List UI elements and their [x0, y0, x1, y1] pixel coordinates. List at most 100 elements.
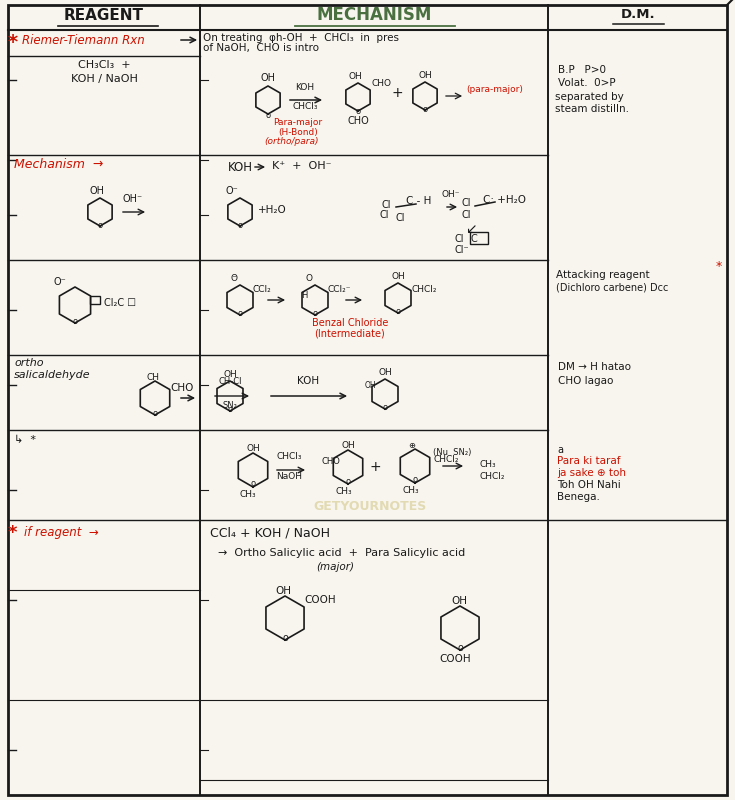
Text: →  Ortho Salicylic acid  +  Para Salicylic acid: → Ortho Salicylic acid + Para Salicylic …: [218, 548, 465, 558]
Text: CHO: CHO: [347, 116, 369, 126]
Text: o: o: [98, 222, 103, 230]
Text: a: a: [557, 445, 563, 455]
Text: o: o: [237, 309, 243, 318]
Text: OH⁻: OH⁻: [123, 194, 143, 204]
Text: CH₃: CH₃: [480, 460, 497, 469]
Text: (H-Bond): (H-Bond): [278, 128, 318, 137]
Text: CH₃Cl₃  +: CH₃Cl₃ +: [78, 60, 130, 70]
Text: (Nu  SN₂): (Nu SN₂): [433, 448, 471, 457]
Text: KOH / NaOH: KOH / NaOH: [71, 74, 137, 84]
Text: CH-Cl: CH-Cl: [218, 377, 242, 386]
Text: Cl: Cl: [382, 200, 392, 210]
Text: (major): (major): [316, 562, 354, 572]
Text: o: o: [382, 402, 387, 411]
Text: O: O: [306, 274, 312, 283]
Text: C̄Cl₂: C̄Cl₂: [253, 285, 272, 294]
Text: of NaOH,  CHO is intro: of NaOH, CHO is intro: [203, 43, 319, 53]
Text: OH: OH: [451, 596, 467, 606]
Text: o: o: [423, 106, 428, 114]
Text: Para-major: Para-major: [273, 118, 323, 127]
Text: CHO: CHO: [170, 383, 193, 393]
Text: separated by: separated by: [555, 92, 624, 102]
Text: O: O: [231, 274, 237, 283]
Text: MECHANISM: MECHANISM: [316, 6, 431, 24]
Text: C - H: C - H: [406, 196, 431, 206]
Text: o: o: [345, 477, 351, 486]
Text: Attacking reagent: Attacking reagent: [556, 270, 650, 280]
Text: OH: OH: [391, 272, 405, 281]
Text: ja sake ⊕ toh: ja sake ⊕ toh: [557, 468, 626, 478]
Text: ortho: ortho: [14, 358, 43, 368]
Text: Cl: Cl: [455, 234, 465, 244]
Text: Volat.  0>P: Volat. 0>P: [558, 78, 616, 88]
Text: OH: OH: [365, 381, 376, 390]
Text: CCl₄ + KOH / NaOH: CCl₄ + KOH / NaOH: [210, 526, 330, 539]
Text: KOH: KOH: [297, 376, 319, 386]
Text: o: o: [227, 405, 232, 414]
Text: Benzal Chloride: Benzal Chloride: [312, 318, 388, 328]
Text: O⁻: O⁻: [54, 277, 66, 287]
Text: o: o: [457, 643, 463, 653]
Text: D.M.: D.M.: [620, 8, 656, 21]
Text: ↙: ↙: [465, 222, 476, 236]
Text: +: +: [369, 460, 381, 474]
Text: COOH: COOH: [440, 654, 471, 664]
Text: o: o: [73, 318, 78, 326]
Text: o: o: [237, 222, 243, 230]
Text: o: o: [251, 479, 256, 489]
Text: +: +: [391, 86, 403, 100]
Text: Benega.: Benega.: [557, 492, 600, 502]
Text: CH₃: CH₃: [240, 490, 257, 499]
Text: Toh OH Nahi: Toh OH Nahi: [557, 480, 621, 490]
Text: OH: OH: [246, 444, 260, 453]
Text: CH: CH: [147, 373, 160, 382]
Text: CHO: CHO: [372, 78, 392, 87]
Text: K⁺  +  OH⁻: K⁺ + OH⁻: [272, 161, 331, 171]
Text: o: o: [265, 110, 270, 119]
Text: steam distilln.: steam distilln.: [555, 104, 629, 114]
Text: OH⁻: OH⁻: [442, 190, 460, 199]
Text: Cl⁻: Cl⁻: [455, 245, 470, 255]
Text: OH: OH: [223, 370, 237, 379]
Text: (Intermediate): (Intermediate): [315, 328, 385, 338]
Text: CHCl₂: CHCl₂: [434, 455, 459, 464]
Text: CHO lagao: CHO lagao: [558, 376, 614, 386]
Text: KOH: KOH: [228, 161, 253, 174]
Text: o: o: [356, 106, 361, 115]
Text: Cl: Cl: [462, 210, 471, 220]
Text: Para ki taraf: Para ki taraf: [557, 456, 620, 466]
Text: CH₃: CH₃: [403, 486, 419, 495]
Text: (para-major): (para-major): [466, 86, 523, 94]
Text: OH: OH: [418, 71, 432, 80]
Text: OH: OH: [275, 586, 291, 596]
Text: CHCl₂: CHCl₂: [480, 472, 506, 481]
Text: Mechanism  →: Mechanism →: [14, 158, 104, 171]
Text: Cl: Cl: [380, 210, 390, 220]
Text: *: *: [8, 33, 18, 52]
Text: C: C: [471, 234, 478, 244]
Text: O⁻: O⁻: [226, 186, 238, 196]
Text: DM → H hatao: DM → H hatao: [558, 362, 631, 372]
Text: ‾: ‾: [232, 277, 236, 283]
Text: *: *: [8, 524, 18, 542]
Text: OH: OH: [260, 73, 276, 83]
Bar: [90, 296, 100, 304]
Text: OH: OH: [341, 441, 355, 450]
Text: o: o: [412, 475, 417, 485]
Text: o: o: [312, 309, 318, 318]
Text: GETYOURNOTES: GETYOURNOTES: [313, 500, 426, 513]
Text: C: +H₂O: C: +H₂O: [483, 195, 526, 205]
Text: Cl₂C ☐: Cl₂C ☐: [104, 298, 136, 308]
Text: +H₂O: +H₂O: [258, 205, 287, 215]
Text: CHCl₂: CHCl₂: [412, 285, 437, 294]
Text: CHO: CHO: [321, 458, 340, 466]
Text: o: o: [282, 633, 288, 643]
Text: o: o: [152, 410, 157, 418]
Text: CHCl₃: CHCl₃: [293, 102, 318, 111]
Text: ↳  *: ↳ *: [14, 435, 36, 445]
Text: REAGENT: REAGENT: [64, 8, 144, 23]
Text: OH: OH: [348, 72, 362, 81]
Text: OH: OH: [90, 186, 105, 196]
Text: o: o: [395, 306, 401, 315]
Text: (Dichloro carbene) Dcc: (Dichloro carbene) Dcc: [556, 283, 668, 293]
